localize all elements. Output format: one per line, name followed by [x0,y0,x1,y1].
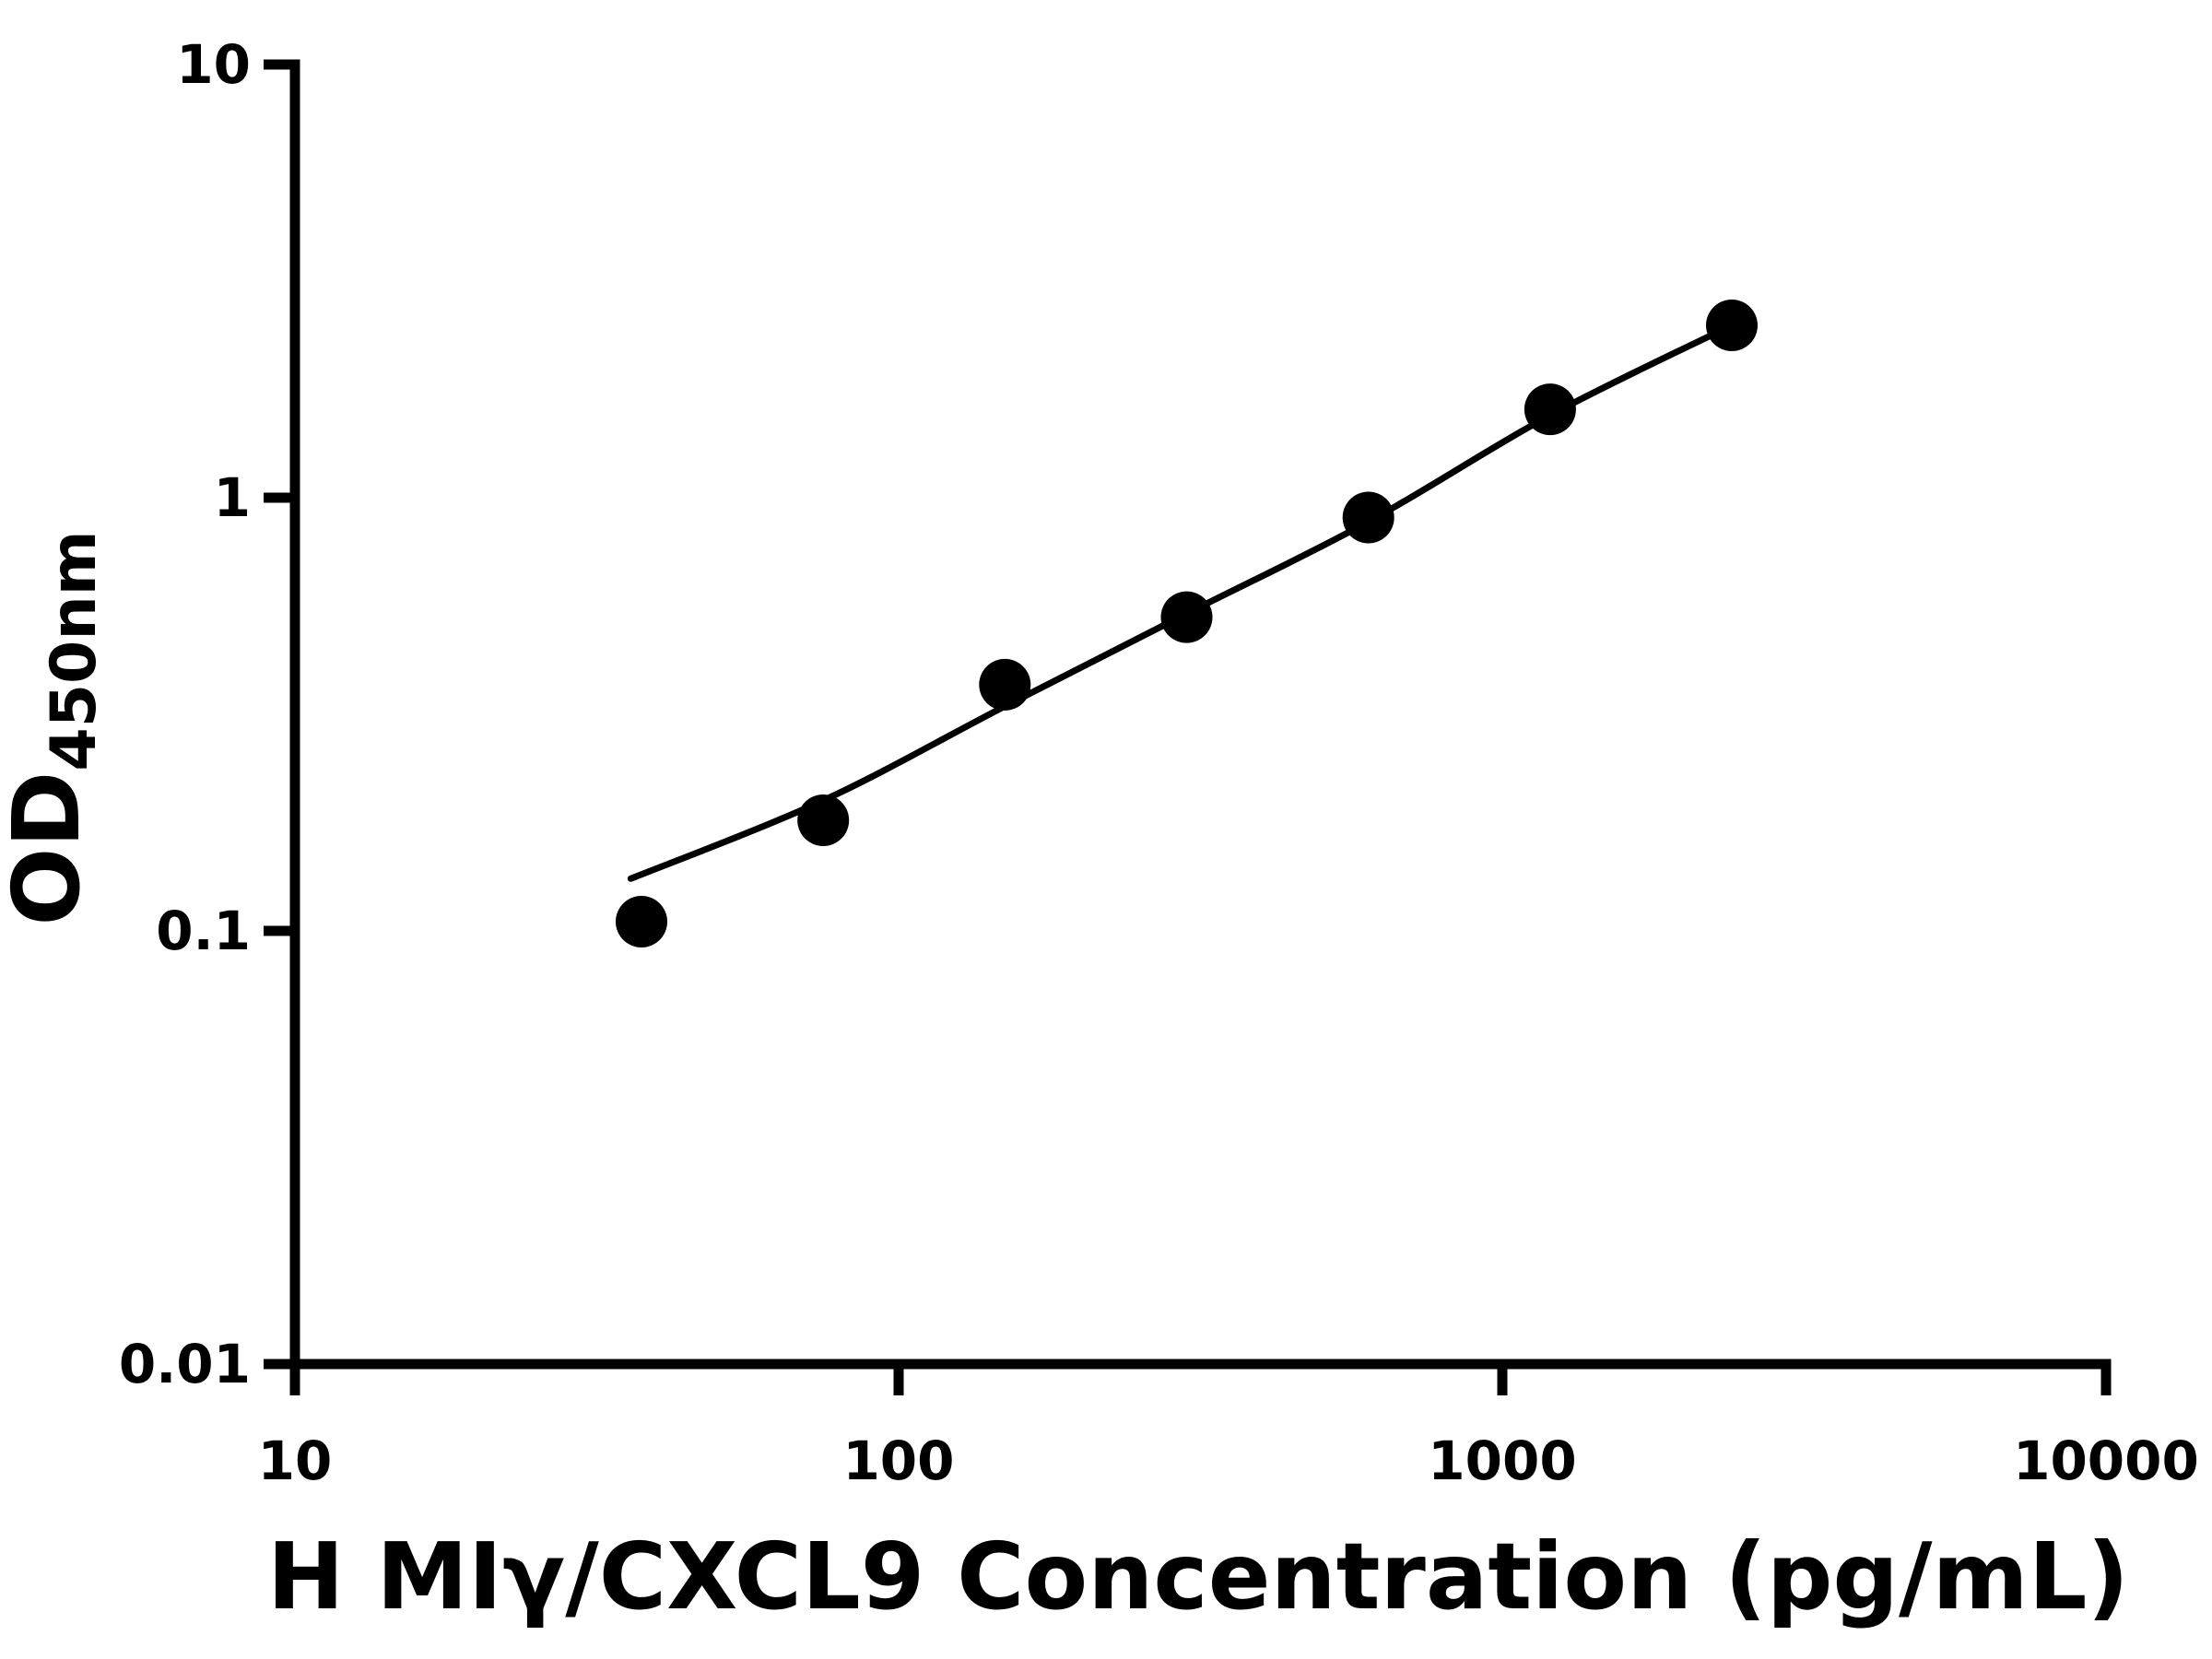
y-axis-title-main: OD [0,771,100,926]
x-axis-title: H MIγ/CXCL9 Concentration (pg/mL) [267,1523,2129,1630]
x-tick-label: 10000 [2013,1430,2199,1492]
data-point [1706,300,1758,351]
y-tick-label: 10 [176,33,251,96]
data-point [1342,491,1394,544]
data-point [797,794,850,846]
y-axis-title: OD450nm [0,530,111,925]
data-point [979,658,1031,711]
data-point [1160,591,1213,643]
y-tick-label: 0.01 [119,1333,251,1395]
y-axis-ticks: 0.01 0.1 1 10 [119,33,295,1395]
y-tick-label: 0.1 [156,900,251,962]
x-tick-label: 1000 [1428,1430,1576,1492]
data-point [616,896,667,947]
x-axis-ticks: 10 100 1000 10000 [258,1364,2199,1492]
data-point [1524,383,1576,436]
x-tick-label: 10 [258,1430,333,1492]
x-tick-label: 100 [842,1430,954,1492]
axes [289,59,2112,1370]
data-points [616,300,1758,947]
y-axis-title-subscript: 450nm [38,530,111,771]
y-tick-label: 1 [214,466,251,529]
